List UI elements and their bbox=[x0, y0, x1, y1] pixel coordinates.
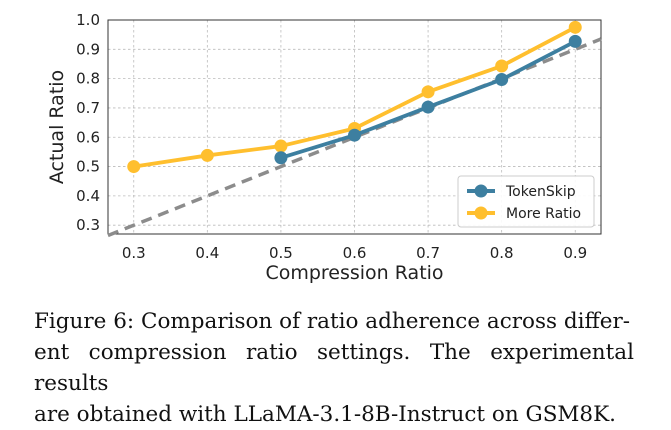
y-tick-label: 0.8 bbox=[76, 70, 100, 88]
series-tokenskip bbox=[274, 34, 582, 165]
y-tick-label: 0.5 bbox=[76, 158, 100, 176]
data-point-more-ratio bbox=[568, 20, 582, 34]
x-tick-label: 0.4 bbox=[195, 244, 219, 262]
y-tick-label: 0.9 bbox=[76, 40, 100, 58]
x-tick-label: 0.8 bbox=[490, 244, 514, 262]
y-tick-label: 0.3 bbox=[76, 216, 100, 234]
caption-line: Figure 6: Comparison of ratio adherence … bbox=[34, 309, 631, 334]
data-point-more-ratio bbox=[274, 139, 288, 153]
data-point-more-ratio bbox=[495, 59, 509, 73]
x-axis-ticks: 0.3 0.4 0.5 0.6 0.7 0.8 0.9 bbox=[122, 244, 587, 262]
data-point-tokenskip bbox=[495, 73, 509, 87]
data-point-more-ratio bbox=[421, 85, 435, 99]
x-tick-label: 0.5 bbox=[269, 244, 293, 262]
data-point-tokenskip bbox=[421, 100, 435, 114]
y-tick-label: 0.4 bbox=[76, 187, 100, 205]
x-tick-label: 0.9 bbox=[563, 244, 587, 262]
figure-caption: Figure 6: Comparison of ratio adherence … bbox=[34, 306, 634, 430]
data-point-more-ratio bbox=[200, 148, 214, 162]
y-axis-label: Actual Ratio bbox=[46, 70, 68, 184]
y-tick-label: 0.7 bbox=[76, 99, 100, 117]
y-tick-label: 0.6 bbox=[76, 128, 100, 146]
data-point-tokenskip bbox=[274, 151, 288, 165]
x-tick-label: 0.3 bbox=[122, 244, 146, 262]
legend-marker-more-ratio bbox=[474, 206, 488, 220]
data-point-tokenskip bbox=[568, 34, 582, 48]
caption-line: are obtained with LLaMA-3.1-8B-Instruct … bbox=[34, 402, 617, 427]
x-tick-label: 0.7 bbox=[416, 244, 440, 262]
legend-label-tokenskip: TokenSkip bbox=[505, 184, 576, 200]
plot-area bbox=[107, 19, 602, 235]
x-axis-label: Compression Ratio bbox=[265, 262, 443, 284]
data-point-more-ratio bbox=[127, 160, 141, 174]
y-tick-label: 1.0 bbox=[76, 11, 100, 29]
series-layer bbox=[127, 20, 582, 174]
legend: TokenSkip More Ratio bbox=[457, 175, 595, 228]
caption-line: ent compression ratio settings. The expe… bbox=[34, 340, 634, 396]
data-point-tokenskip bbox=[348, 128, 361, 142]
y-axis-ticks: 0.3 0.4 0.5 0.6 0.7 0.8 0.9 1.0 bbox=[76, 11, 100, 234]
x-tick-label: 0.6 bbox=[343, 244, 367, 262]
legend-marker-tokenskip bbox=[474, 184, 488, 198]
line-chart: 0.3 0.4 0.5 0.6 0.7 0.8 0.9 0.3 0.4 0.5 0.6 0.7 0.8… bbox=[46, 11, 602, 284]
legend-label-more-ratio: More Ratio bbox=[506, 206, 581, 222]
